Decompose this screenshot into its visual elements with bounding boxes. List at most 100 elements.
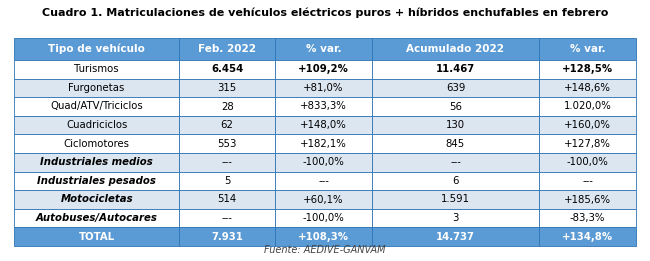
Text: -100,0%: -100,0% — [302, 157, 344, 167]
Bar — [276, 209, 372, 227]
Text: Industriales medios: Industriales medios — [40, 157, 153, 167]
Bar — [540, 97, 636, 116]
Bar — [14, 190, 179, 209]
Bar — [179, 209, 276, 227]
Text: 7.931: 7.931 — [211, 232, 243, 242]
Text: ---: --- — [450, 157, 461, 167]
Text: +148,6%: +148,6% — [564, 83, 611, 93]
Text: Feb. 2022: Feb. 2022 — [198, 44, 256, 54]
Text: +108,3%: +108,3% — [298, 232, 349, 242]
Text: 1.020,0%: 1.020,0% — [564, 102, 612, 111]
Text: +128,5%: +128,5% — [562, 64, 613, 74]
Text: Quad/ATV/Triciclos: Quad/ATV/Triciclos — [50, 102, 143, 111]
Bar — [14, 97, 179, 116]
Text: +185,6%: +185,6% — [564, 194, 611, 205]
Text: 514: 514 — [218, 194, 237, 205]
Bar — [179, 153, 276, 171]
Text: Autobuses/Autocares: Autobuses/Autocares — [36, 213, 157, 223]
Text: -100,0%: -100,0% — [567, 157, 608, 167]
Bar — [179, 171, 276, 190]
Text: 6.454: 6.454 — [211, 64, 243, 74]
Bar — [372, 97, 540, 116]
Bar — [276, 79, 372, 97]
Text: 130: 130 — [446, 120, 465, 130]
Bar — [372, 79, 540, 97]
Text: ---: --- — [318, 176, 329, 186]
Text: -100,0%: -100,0% — [302, 213, 344, 223]
Text: Tipo de vehículo: Tipo de vehículo — [48, 44, 145, 54]
Bar — [179, 97, 276, 116]
Bar — [540, 171, 636, 190]
Bar — [179, 190, 276, 209]
Text: Fuente: AEDIVE-GANVAM: Fuente: AEDIVE-GANVAM — [265, 245, 385, 255]
Text: +148,0%: +148,0% — [300, 120, 347, 130]
Bar — [540, 153, 636, 171]
Bar — [276, 116, 372, 134]
Text: ---: --- — [582, 176, 593, 186]
Text: Furgonetas: Furgonetas — [68, 83, 125, 93]
Bar — [179, 134, 276, 153]
Text: 14.737: 14.737 — [436, 232, 475, 242]
Bar — [14, 38, 179, 60]
Text: 315: 315 — [218, 83, 237, 93]
Text: Cuadriciclos: Cuadriciclos — [66, 120, 127, 130]
Text: +160,0%: +160,0% — [564, 120, 611, 130]
Bar — [372, 171, 540, 190]
Text: % var.: % var. — [570, 44, 605, 54]
Bar — [372, 116, 540, 134]
Text: Ciclomotores: Ciclomotores — [64, 139, 129, 149]
Text: 5: 5 — [224, 176, 230, 186]
Text: 62: 62 — [221, 120, 233, 130]
Text: 6: 6 — [452, 176, 459, 186]
Bar — [540, 134, 636, 153]
Text: Acumulado 2022: Acumulado 2022 — [406, 44, 504, 54]
Bar — [14, 79, 179, 97]
Bar — [179, 116, 276, 134]
Text: Industriales pesados: Industriales pesados — [37, 176, 156, 186]
Bar — [540, 116, 636, 134]
Text: 553: 553 — [218, 139, 237, 149]
Bar — [14, 153, 179, 171]
Bar — [179, 79, 276, 97]
Bar — [372, 153, 540, 171]
Text: -83,3%: -83,3% — [570, 213, 605, 223]
Text: 11.467: 11.467 — [436, 64, 475, 74]
Bar — [540, 227, 636, 246]
Bar — [14, 134, 179, 153]
Bar — [276, 38, 372, 60]
Bar — [540, 79, 636, 97]
Bar — [14, 171, 179, 190]
Bar — [372, 227, 540, 246]
Text: +81,0%: +81,0% — [304, 83, 344, 93]
Bar — [14, 116, 179, 134]
Bar — [276, 153, 372, 171]
Text: ---: --- — [222, 157, 233, 167]
Bar — [14, 227, 179, 246]
Text: Turismos: Turismos — [74, 64, 119, 74]
Bar — [540, 190, 636, 209]
Bar — [540, 60, 636, 79]
Text: +134,8%: +134,8% — [562, 232, 613, 242]
Bar — [276, 171, 372, 190]
Bar — [179, 227, 276, 246]
Text: +109,2%: +109,2% — [298, 64, 349, 74]
Bar — [276, 60, 372, 79]
Text: +833,3%: +833,3% — [300, 102, 347, 111]
Text: 1.591: 1.591 — [441, 194, 470, 205]
Bar — [540, 38, 636, 60]
Bar — [276, 190, 372, 209]
Text: 3: 3 — [452, 213, 459, 223]
Bar — [179, 38, 276, 60]
Bar — [276, 97, 372, 116]
Bar — [372, 134, 540, 153]
Text: TOTAL: TOTAL — [79, 232, 114, 242]
Text: +127,8%: +127,8% — [564, 139, 611, 149]
Text: Motocicletas: Motocicletas — [60, 194, 133, 205]
Bar — [276, 134, 372, 153]
Bar — [14, 60, 179, 79]
Bar — [540, 209, 636, 227]
Bar — [276, 227, 372, 246]
Text: 28: 28 — [221, 102, 233, 111]
Text: +60,1%: +60,1% — [303, 194, 344, 205]
Text: 639: 639 — [446, 83, 465, 93]
